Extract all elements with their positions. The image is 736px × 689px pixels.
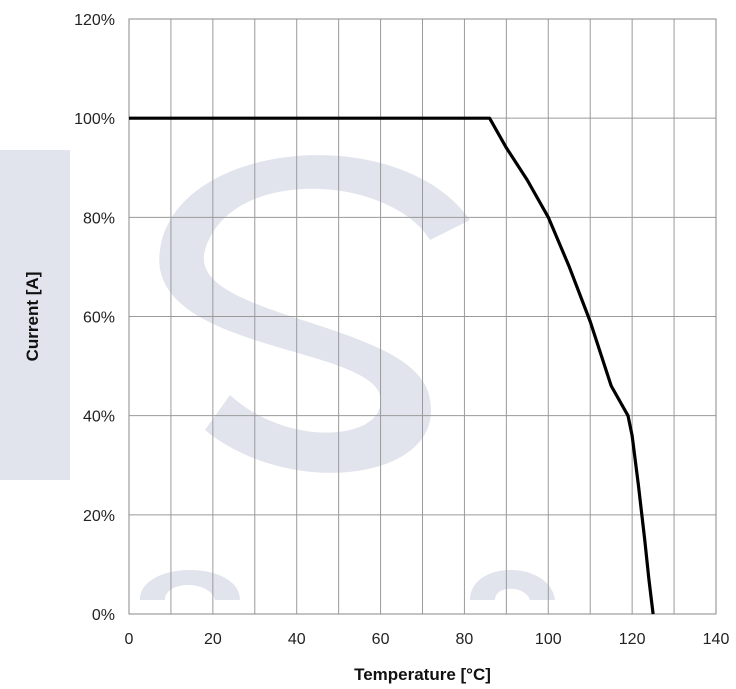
series-line-current bbox=[129, 116, 655, 615]
y-tick-label: 0% bbox=[92, 607, 115, 624]
x-tick-label: 60 bbox=[372, 631, 390, 648]
plot-frame bbox=[128, 18, 717, 615]
x-axis-tick-labels: 0 20 40 60 80 100 120 140 bbox=[125, 631, 730, 648]
x-tick-label: 0 bbox=[125, 631, 134, 648]
x-tick-label: 80 bbox=[456, 631, 474, 648]
y-tick-label: 100% bbox=[74, 111, 115, 128]
x-tick-label: 140 bbox=[703, 631, 730, 648]
plot-grid bbox=[129, 19, 716, 614]
y-tick-label: 120% bbox=[74, 12, 115, 29]
watermark-logo bbox=[0, 150, 555, 600]
x-tick-label: 100 bbox=[535, 631, 562, 648]
x-tick-label: 20 bbox=[204, 631, 222, 648]
y-axis-tick-labels: 0% 20% 40% 60% 80% 100% 120% bbox=[74, 12, 115, 624]
x-tick-label: 40 bbox=[288, 631, 306, 648]
x-tick-label: 120 bbox=[619, 631, 646, 648]
y-axis-title: Current [A] bbox=[23, 272, 42, 362]
y-tick-label: 40% bbox=[83, 409, 115, 426]
y-tick-label: 20% bbox=[83, 508, 115, 525]
y-tick-label: 80% bbox=[83, 210, 115, 227]
y-tick-label: 60% bbox=[83, 310, 115, 327]
x-axis-title: Temperature [°C] bbox=[354, 665, 491, 684]
